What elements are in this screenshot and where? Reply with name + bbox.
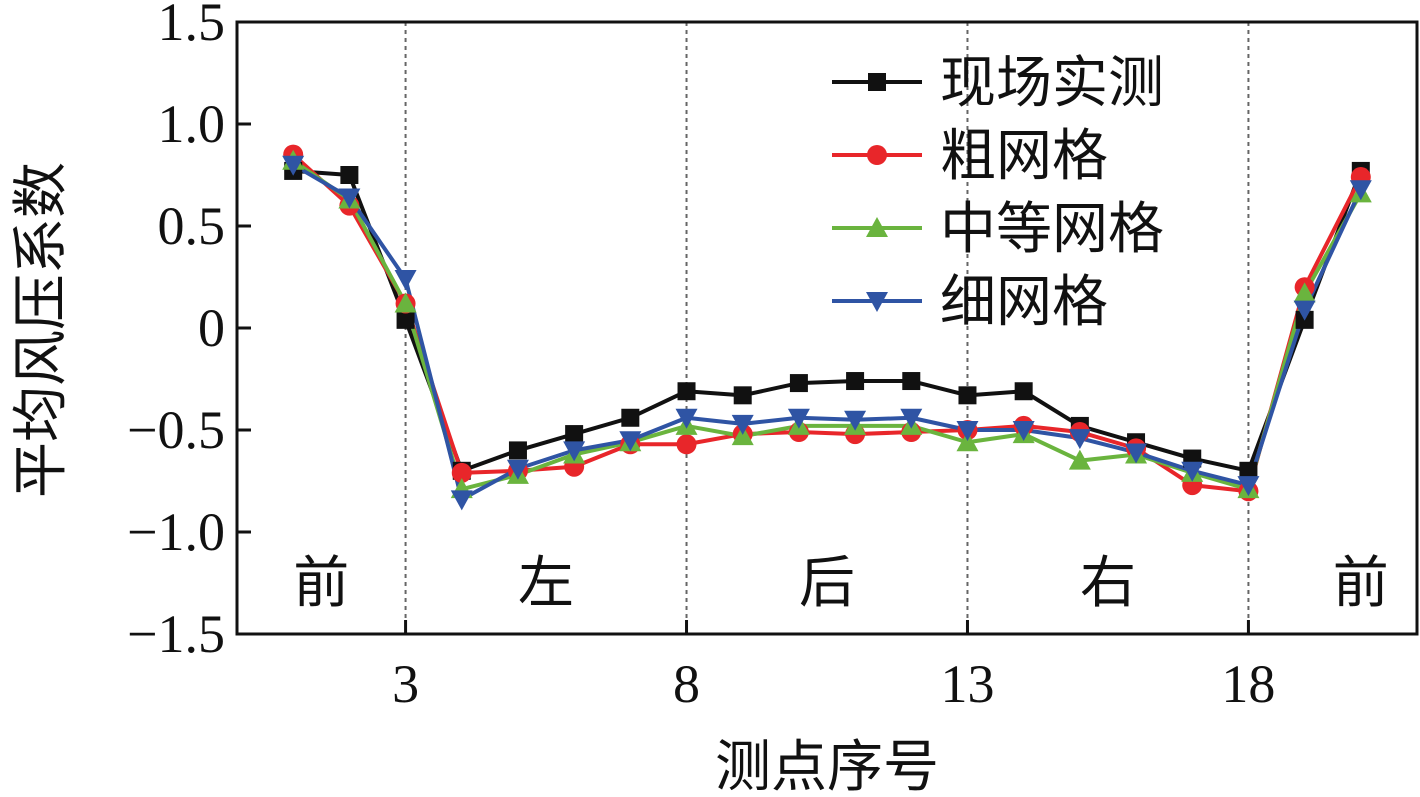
data-point (846, 372, 865, 391)
series-line-2 (292, 159, 1363, 492)
series-lines (291, 153, 1363, 502)
data-point (731, 425, 754, 446)
data-point (958, 386, 977, 405)
data-point (1349, 180, 1372, 201)
data-point (1293, 282, 1316, 303)
x-tick-label: 18 (1221, 654, 1275, 714)
region-label: 前 (1333, 553, 1389, 615)
data-point (1014, 382, 1033, 401)
legend-label: 粗网格 (940, 126, 1108, 188)
x-tick-label: 3 (392, 654, 419, 714)
y-tick-label: 0 (198, 298, 225, 358)
data-point (451, 462, 472, 483)
region-label: 前 (293, 553, 349, 615)
data-point (1125, 443, 1148, 464)
data-point (450, 490, 473, 511)
data-point (844, 410, 867, 431)
region-labels: 前左后右前 (293, 553, 1389, 615)
data-point (676, 434, 697, 455)
data-point (902, 372, 921, 391)
data-point (565, 425, 584, 444)
series-line-3 (292, 163, 1363, 502)
legend-swatch-marker (866, 292, 888, 312)
legend-label: 细网格 (940, 272, 1108, 334)
data-point (563, 441, 586, 462)
data-point (394, 292, 417, 313)
region-label: 后 (799, 553, 855, 615)
y-tick-label: 1.5 (158, 0, 226, 52)
y-tick-label: 0.5 (158, 196, 226, 256)
region-label: 左 (518, 553, 574, 615)
x-tick-label: 8 (673, 654, 700, 714)
x-axis-ticks: 3 8 13 18 (392, 620, 1275, 714)
data-point (1239, 461, 1258, 480)
data-point (733, 386, 752, 405)
legend-label: 中等网格 (940, 199, 1164, 261)
data-point (789, 374, 808, 393)
legend-swatch-marker (868, 73, 886, 91)
data-point (1068, 449, 1091, 470)
y-axis-ticks: 1.5 1.0 0.5 0 −0.5 −1.0 −1.5 (127, 0, 251, 664)
data-point (282, 155, 305, 176)
x-axis-label: 测点序号 (715, 737, 939, 797)
data-point (1237, 476, 1260, 497)
y-tick-label: −0.5 (127, 400, 225, 460)
y-tick-label: 1.0 (158, 94, 226, 154)
data-point (508, 441, 527, 460)
y-tick-label: −1.0 (127, 502, 225, 562)
data-point (1293, 300, 1316, 321)
data-point (394, 270, 417, 291)
series-line-0 (293, 168, 1363, 473)
legend-swatch-marker (867, 145, 887, 165)
series-line-1 (291, 153, 1363, 494)
region-label: 右 (1080, 553, 1136, 615)
data-point (338, 188, 361, 209)
data-point (956, 431, 979, 452)
data-point (731, 414, 754, 435)
data-point (1068, 429, 1091, 450)
data-point (675, 408, 698, 429)
data-point (956, 421, 979, 441)
data-point (1181, 461, 1204, 482)
y-axis-label: 平均风压系数 (11, 162, 73, 498)
data-point (1012, 421, 1035, 441)
y-tick-label: −1.5 (127, 604, 225, 664)
data-point (396, 310, 415, 329)
data-point (340, 166, 359, 184)
data-point (619, 431, 642, 452)
data-point (787, 408, 810, 429)
data-point (900, 408, 923, 429)
x-tick-label: 13 (940, 654, 994, 714)
series-markers (282, 144, 1372, 511)
legend-swatch-marker (866, 217, 888, 237)
data-point (506, 459, 529, 480)
data-point (621, 408, 640, 427)
legend-label: 现场实测 (940, 53, 1164, 115)
data-point (677, 382, 696, 401)
